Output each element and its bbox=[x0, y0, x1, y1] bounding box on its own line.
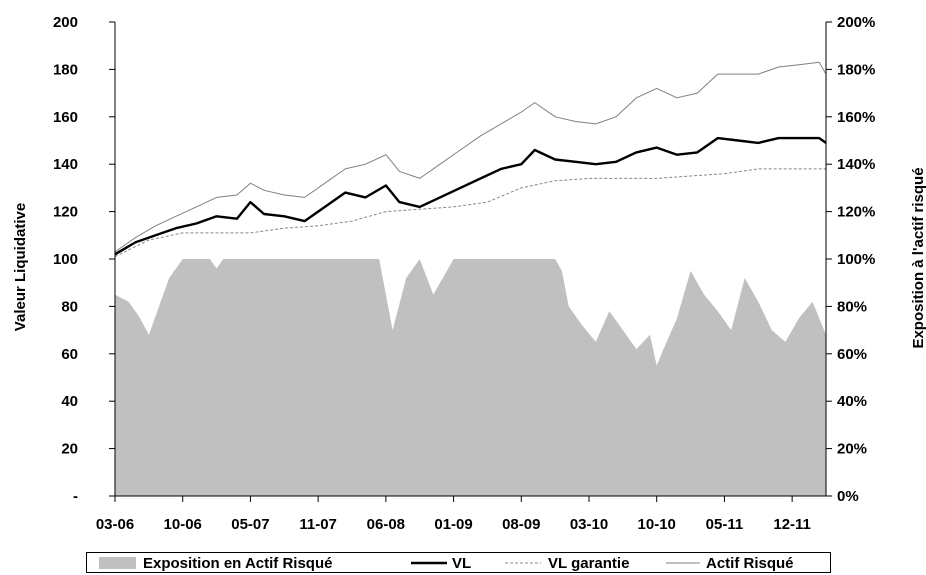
legend-swatch-exposure bbox=[99, 557, 136, 569]
x-tick-label: 05-07 bbox=[231, 516, 269, 533]
y-right-tick-label: 40% bbox=[837, 393, 867, 410]
y-right-tick-label: 120% bbox=[837, 204, 875, 221]
y-right-tick-label: 100% bbox=[837, 251, 875, 268]
y-left-tick-label: 20 bbox=[61, 441, 78, 458]
y-left-tick-label: 40 bbox=[61, 393, 78, 410]
y-left-tick-label: 60 bbox=[61, 346, 78, 363]
axes-layer bbox=[109, 21, 832, 502]
x-tick-label: 03-06 bbox=[96, 516, 134, 533]
x-tick-label: 06-08 bbox=[367, 516, 405, 533]
x-tick-label: 03-10 bbox=[570, 516, 608, 533]
series-line-vl bbox=[114, 136, 827, 256]
y-right-tick-label: 60% bbox=[837, 346, 867, 363]
y-right-tick-label: 160% bbox=[837, 109, 875, 126]
y-left-tick-label: 80 bbox=[61, 298, 78, 315]
y-right-tick-label: 20% bbox=[837, 441, 867, 458]
tick-labels-layer: - 20 40 60 80 100 120 140 160 180 200 0% 20% 40% 60% 80… bbox=[53, 14, 875, 533]
legend: Exposition en Actif Risqué VL VL garanti… bbox=[86, 552, 831, 573]
y-right-tick-label: 140% bbox=[837, 156, 875, 173]
legend-label-actif-risque: Actif Risqué bbox=[706, 555, 794, 572]
legend-label-vl-garantie: VL garantie bbox=[548, 555, 629, 572]
series-area-exposition bbox=[115, 259, 826, 496]
x-tick-label: 11-07 bbox=[299, 516, 337, 533]
x-tick-label: 01-09 bbox=[434, 516, 472, 533]
x-tick-label: 05-11 bbox=[706, 516, 744, 533]
series-lines-layer bbox=[114, 61, 827, 258]
y-right-tick-label: 80% bbox=[837, 298, 867, 315]
series-line-actif-risque bbox=[114, 61, 827, 253]
legend-label-exposure: Exposition en Actif Risqué bbox=[143, 555, 332, 572]
x-tick-label: 10-06 bbox=[164, 516, 202, 533]
y-left-tick-label: 120 bbox=[53, 204, 78, 221]
y-right-tick-label: 180% bbox=[837, 61, 875, 78]
y-right-tick-label: 200% bbox=[837, 14, 875, 31]
legend-frame bbox=[86, 552, 831, 573]
exposure-area-layer bbox=[115, 259, 826, 496]
x-tick-label: 10-10 bbox=[638, 516, 676, 533]
x-tick-label: 08-09 bbox=[502, 516, 540, 533]
y-left-tick-label: 200 bbox=[53, 14, 78, 31]
x-tick-label: 12-11 bbox=[773, 516, 811, 533]
y-axis-left-title: Valeur Liquidative bbox=[12, 203, 29, 331]
y-left-tick-label: 160 bbox=[53, 109, 78, 126]
y-left-tick-label: - bbox=[73, 488, 78, 505]
y-right-tick-label: 0% bbox=[837, 488, 859, 505]
series-line-vl-garantie bbox=[114, 168, 826, 258]
y-left-tick-label: 140 bbox=[53, 156, 78, 173]
y-left-tick-label: 100 bbox=[53, 251, 78, 268]
legend-label-vl: VL bbox=[452, 555, 471, 572]
y-left-tick-label: 180 bbox=[53, 61, 78, 78]
y-axis-right-title: Exposition à l'actif risqué bbox=[910, 167, 926, 348]
